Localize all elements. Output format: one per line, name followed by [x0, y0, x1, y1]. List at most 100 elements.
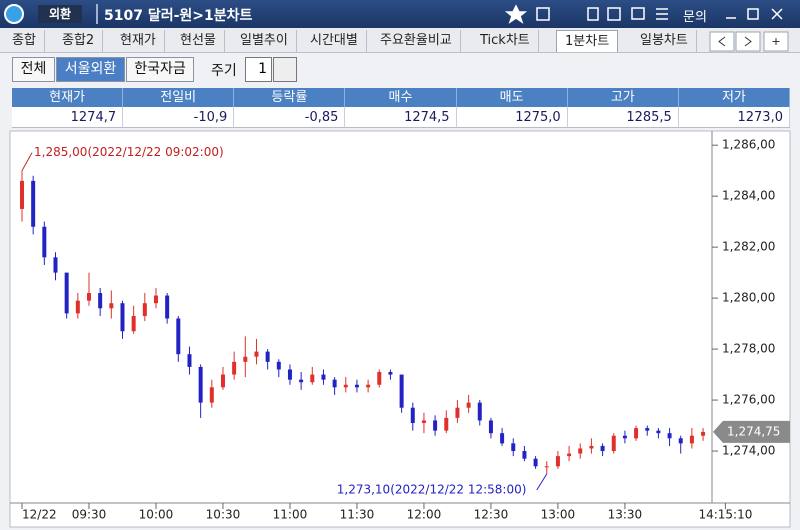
filter-button[interactable]: 서울외환	[56, 57, 125, 82]
table-cell: 1275,0	[456, 107, 568, 128]
candle-body	[299, 379, 304, 383]
tab-bar	[0, 28, 800, 53]
tab[interactable]: 1분차트	[556, 30, 619, 52]
table-cell: 1273,0	[678, 107, 790, 128]
period-spinner[interactable]	[273, 57, 297, 82]
table-header: 전일비	[123, 88, 235, 107]
annotation-arrow	[536, 473, 548, 491]
candle-body	[153, 295, 158, 304]
tab[interactable]: 일별추이	[232, 30, 297, 52]
candle-body	[388, 372, 393, 375]
tab[interactable]: 시간대별	[302, 30, 367, 52]
y-tick-label: 1,276,00	[722, 393, 775, 407]
annotation: 1,273,10(2022/12/22 12:58:00)	[337, 482, 527, 496]
candle-body	[622, 435, 627, 439]
candle-body	[287, 369, 292, 380]
candle-body	[466, 402, 471, 408]
x-tick-label: 10:00	[139, 508, 174, 522]
x-tick-label: 11:30	[340, 508, 375, 522]
y-tick-label: 1,286,00	[722, 138, 775, 152]
candle-body	[366, 384, 371, 388]
table-header: 고가	[567, 88, 679, 107]
candle-body	[701, 431, 706, 436]
badge: 외환	[38, 5, 82, 23]
table-cell: 1285,5	[567, 107, 679, 128]
filter-button[interactable]: 전체	[12, 57, 55, 82]
candle-body	[399, 374, 404, 408]
candle-body	[310, 374, 315, 383]
candle-body	[109, 303, 114, 309]
annotation-arrow	[21, 152, 33, 171]
candle-body	[232, 361, 237, 375]
tab[interactable]: 일봉차트	[632, 30, 697, 52]
candle-body	[522, 451, 527, 459]
table-cell: -0,85	[234, 107, 346, 128]
candle-body	[75, 300, 80, 314]
tab[interactable]: 현재가	[112, 30, 165, 52]
tab[interactable]: 종합	[4, 30, 45, 52]
y-tick-label: 1,284,00	[722, 189, 775, 203]
y-tick-label: 1,278,00	[722, 342, 775, 356]
candle-body	[589, 445, 594, 449]
table-header: 등락률	[234, 88, 346, 107]
separator	[96, 4, 98, 24]
candle-body	[64, 272, 69, 314]
candle-body	[488, 420, 493, 434]
candle-body	[265, 351, 270, 362]
window-title: 5107 달러-원>1분차트	[104, 8, 253, 24]
candle-body	[53, 257, 58, 273]
candle-body	[209, 387, 214, 403]
tab[interactable]: 종합2	[54, 30, 104, 52]
candle-body	[176, 318, 181, 355]
annotation: 1,285,00(2022/12/22 09:02:00)	[34, 145, 224, 159]
candle-body	[634, 428, 639, 439]
window-icons	[504, 4, 783, 24]
candle-body	[611, 435, 616, 452]
candle-body	[332, 379, 337, 388]
candle-body	[220, 374, 225, 388]
tab-nav[interactable]	[709, 31, 789, 52]
tab[interactable]: 주요환율비교	[372, 30, 461, 52]
candle-body	[20, 180, 24, 209]
tab[interactable]: 현선물	[172, 30, 225, 52]
table-header: 매도	[456, 88, 568, 107]
y-tick-label: 1,274,00	[722, 444, 775, 458]
tab[interactable]: Tick차트	[472, 30, 539, 52]
table-header: 매수	[345, 88, 457, 107]
period-input[interactable]: 1	[245, 57, 272, 82]
x-tick-label: 13:00	[541, 508, 576, 522]
x-tick-label: 12/22	[22, 508, 57, 522]
candle-body	[477, 402, 482, 421]
x-tick-label: 12:30	[474, 508, 509, 522]
candle-body	[500, 433, 505, 444]
candle-body	[544, 466, 549, 468]
candle-body	[511, 443, 516, 452]
candle-body	[555, 456, 560, 467]
candle-body	[254, 351, 259, 357]
candle-body	[567, 453, 572, 457]
x-tick-label: 14:15:10	[698, 508, 752, 522]
candle-body	[120, 303, 125, 332]
help-button[interactable]: 문의	[683, 10, 707, 25]
candle-body	[276, 361, 281, 370]
x-tick-label: 10:30	[206, 508, 241, 522]
y-tick-label: 1,280,00	[722, 291, 775, 305]
candle-body	[243, 356, 248, 362]
x-tick-label: 11:00	[273, 508, 308, 522]
candle-body	[198, 366, 203, 403]
candle-body	[31, 180, 36, 227]
x-tick-label: 12:00	[407, 508, 442, 522]
candle-body	[377, 372, 382, 385]
candle-body	[142, 303, 147, 316]
candle-body	[678, 438, 683, 444]
candle-body	[421, 420, 426, 423]
candle-body	[444, 417, 449, 431]
candle-body	[410, 407, 415, 423]
period-label: 주기	[211, 63, 237, 79]
filter-button[interactable]: 한국자금	[126, 57, 194, 82]
candle-body	[645, 428, 650, 431]
table-cell: 1274,7	[12, 107, 124, 128]
candle-body	[433, 420, 438, 431]
candle-body	[98, 293, 103, 309]
